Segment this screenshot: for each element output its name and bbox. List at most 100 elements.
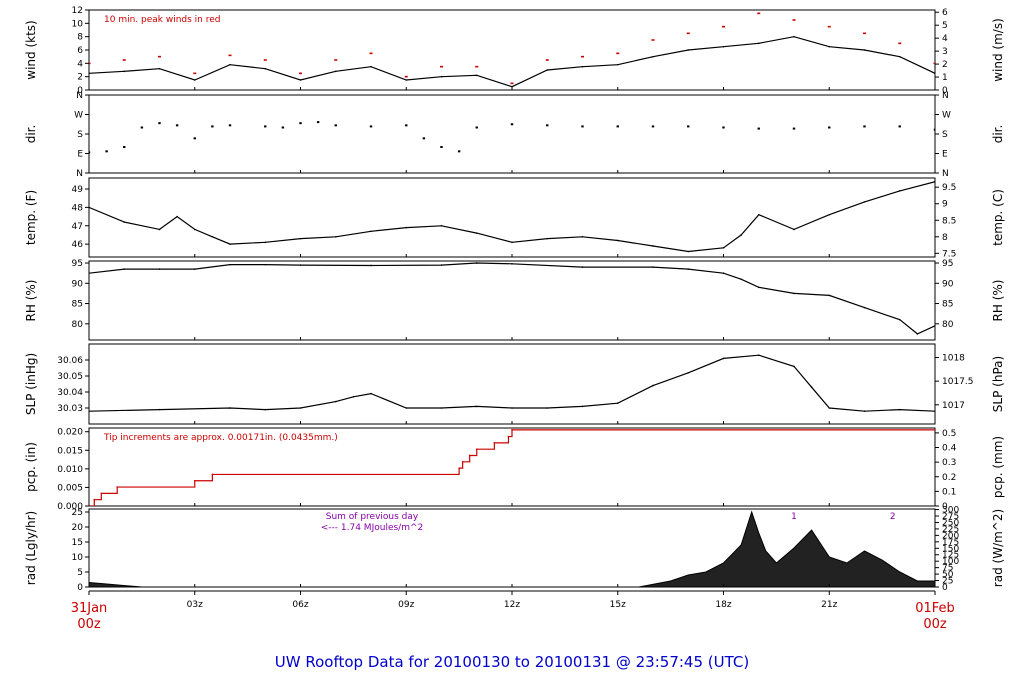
temp-frame bbox=[88, 177, 936, 258]
rh-point bbox=[687, 268, 690, 270]
temp-ytick-right-label: 7.5 bbox=[942, 249, 956, 259]
x-tick-label: 09z bbox=[398, 600, 414, 610]
pcp-point bbox=[507, 435, 510, 438]
temp-point bbox=[793, 228, 795, 231]
temp-point bbox=[722, 247, 725, 249]
wind-ytick-label: 10 bbox=[72, 19, 84, 29]
temp-ytick-label: 46 bbox=[72, 240, 84, 250]
slp-panel: 30.03 30.04 30.05 30.06 1017 1017.5 1018 SLP (i… bbox=[24, 343, 1005, 425]
pcp-annotation: Tip increments are approx. 0.00171in. (0… bbox=[103, 433, 338, 443]
rad-series-area bbox=[89, 510, 935, 587]
slp-frame bbox=[88, 343, 936, 425]
rh-point bbox=[581, 266, 584, 268]
pcp-ytick-right-label: 0.4 bbox=[942, 444, 957, 454]
slp-point bbox=[722, 357, 725, 360]
wind-point bbox=[475, 74, 478, 77]
slp-point bbox=[898, 408, 901, 411]
dir-point bbox=[175, 124, 179, 127]
wind-peak-mark bbox=[863, 32, 866, 35]
rh-ytick-right-label: 80 bbox=[942, 320, 954, 330]
wind-ytick-right-label: 3 bbox=[942, 47, 948, 57]
dir-point bbox=[510, 123, 514, 126]
dir-point bbox=[281, 126, 285, 129]
rad-ytick-label: 20 bbox=[72, 523, 84, 533]
temp-ytick-label: 49 bbox=[72, 185, 84, 195]
rad-peak-label: 2 bbox=[890, 512, 896, 522]
pcp-point bbox=[475, 448, 478, 450]
rad-ylabel: rad (Lgly/hr) bbox=[24, 511, 38, 585]
temp-point bbox=[581, 235, 584, 238]
pcp-point bbox=[461, 461, 464, 463]
slp-ytick-label: 30.06 bbox=[57, 356, 83, 366]
rad-ytick-right-label: 150 bbox=[942, 544, 959, 554]
rad-ytick-right-label: 175 bbox=[942, 538, 959, 548]
dir-point bbox=[651, 125, 655, 128]
pcp-ylabel: pcp. (in) bbox=[24, 442, 38, 492]
rh-point bbox=[757, 286, 760, 289]
rad-annotation-line: <--- 1.74 MJoules/m^2 bbox=[321, 523, 423, 533]
dir-point bbox=[193, 137, 196, 140]
wind-point bbox=[370, 65, 372, 68]
rh-point bbox=[916, 333, 919, 335]
dir-ytick-label: S bbox=[77, 130, 83, 140]
rh-point bbox=[863, 306, 866, 309]
wind-peak-mark bbox=[757, 12, 761, 15]
dir-point bbox=[581, 125, 584, 128]
wind-point bbox=[934, 72, 935, 75]
wind-peak-mark bbox=[616, 52, 620, 55]
dir-ytick-label: E bbox=[77, 150, 83, 160]
dir-point bbox=[828, 126, 831, 129]
wind-peak-mark bbox=[545, 59, 549, 61]
temp-point bbox=[123, 221, 126, 223]
pcp-point bbox=[211, 473, 214, 476]
temp-point bbox=[299, 237, 302, 240]
wind-ytick-label: 2 bbox=[77, 73, 83, 83]
slp-point bbox=[828, 407, 831, 409]
dir-ytick-right-label: W bbox=[942, 111, 951, 121]
wind-ytick-right-label: 6 bbox=[942, 8, 948, 18]
wind-peak-mark bbox=[510, 82, 514, 85]
rh-ytick-label: 95 bbox=[72, 259, 83, 269]
wind-series-line bbox=[89, 36, 935, 88]
wind-ytick-right-label: 1 bbox=[942, 73, 948, 83]
wind-peak-mark bbox=[263, 59, 267, 61]
x-start-label: 31Jan bbox=[71, 601, 108, 616]
slp-point bbox=[934, 410, 935, 412]
temp-point bbox=[334, 235, 337, 238]
rh-point bbox=[511, 263, 513, 265]
rh-point bbox=[898, 318, 901, 321]
wind-ylabel-right: wind (m/s) bbox=[991, 18, 1005, 82]
temp-ytick-label: 48 bbox=[72, 203, 84, 213]
rad-ytick-right-label: 225 bbox=[942, 525, 959, 535]
dir-ytick-label: N bbox=[76, 91, 83, 101]
wind-ytick-right-label: 4 bbox=[942, 34, 948, 44]
rh-ytick-right-label: 85 bbox=[942, 300, 953, 310]
rh-point bbox=[158, 268, 161, 270]
slp-point bbox=[405, 407, 408, 409]
rad-ytick-right-label: 200 bbox=[942, 531, 959, 541]
rad-panel: 0510152025025507510012515017520022525027… bbox=[24, 506, 1005, 593]
temp-ylabel-right: temp. (C) bbox=[991, 189, 1005, 246]
pcp-point bbox=[468, 454, 471, 457]
pcp-point bbox=[193, 479, 196, 482]
rad-ytick-label: 25 bbox=[72, 508, 83, 518]
rh-ytick-right-label: 90 bbox=[942, 279, 954, 289]
rad-ytick-label: 0 bbox=[77, 583, 83, 593]
dir-point bbox=[457, 150, 461, 153]
slp-ytick-right-label: 1017.5 bbox=[942, 377, 974, 387]
wind-ytick-label: 6 bbox=[77, 46, 83, 56]
wind-peak-mark bbox=[404, 75, 408, 78]
x-end-label: 01Feb bbox=[915, 601, 955, 616]
slp-point bbox=[229, 407, 231, 409]
temp-point bbox=[898, 190, 901, 192]
temp-point bbox=[370, 230, 372, 233]
pcp-point bbox=[100, 492, 103, 495]
slp-point bbox=[793, 365, 795, 368]
temp-ytick-right-label: 9 bbox=[942, 200, 948, 210]
rh-data bbox=[89, 262, 935, 335]
pcp-point bbox=[116, 486, 118, 488]
